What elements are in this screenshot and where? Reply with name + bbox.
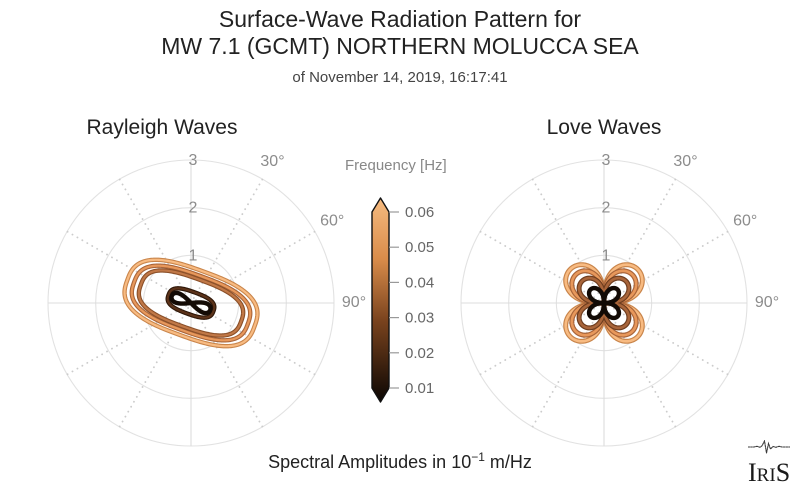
svg-text:0.03: 0.03: [405, 310, 434, 327]
svg-text:0.06: 0.06: [405, 204, 434, 221]
svg-text:60°: 60°: [733, 213, 757, 230]
svg-text:0.01: 0.01: [405, 380, 434, 397]
svg-text:60°: 60°: [320, 213, 344, 230]
svg-text:0.04: 0.04: [405, 274, 434, 291]
svg-text:90°: 90°: [342, 294, 366, 311]
svg-text:0.05: 0.05: [405, 239, 434, 256]
svg-text:0.02: 0.02: [405, 345, 434, 362]
svg-text:3: 3: [602, 152, 611, 169]
svg-text:1: 1: [189, 247, 198, 264]
svg-text:2: 2: [602, 200, 611, 217]
svg-text:30°: 30°: [673, 153, 697, 170]
svg-text:3: 3: [189, 152, 198, 169]
svg-text:90°: 90°: [755, 294, 779, 311]
svg-text:30°: 30°: [260, 153, 284, 170]
svg-text:1: 1: [602, 247, 611, 264]
svg-text:2: 2: [189, 200, 198, 217]
